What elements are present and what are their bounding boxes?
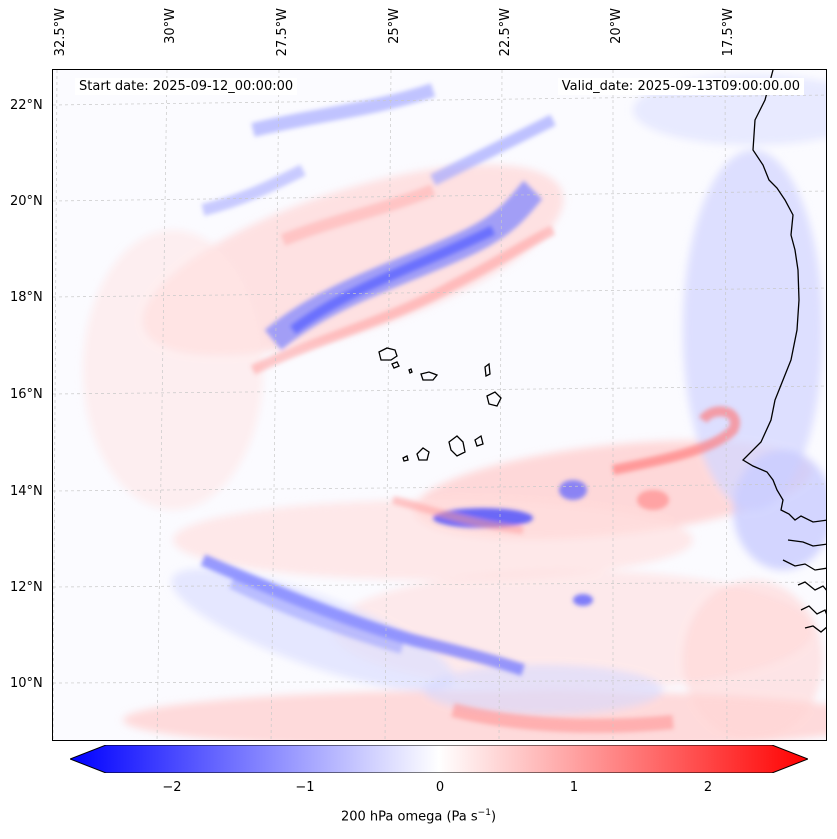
omega-field bbox=[53, 70, 826, 740]
colorbar-tick-0: 0 bbox=[435, 780, 445, 795]
lat-label-12n: 12°N bbox=[10, 580, 43, 595]
colorbar-tick-neg1: −1 bbox=[295, 780, 315, 795]
colorbar-label: 200 hPa omega (Pa s−1) bbox=[340, 808, 497, 825]
cape-verde-islands bbox=[378, 347, 502, 462]
start-date-label: Start date: 2025-09-12_00:00:00 bbox=[75, 78, 298, 95]
valid-date-label: Valid_date: 2025-09-13T09:00:00.00 bbox=[557, 78, 804, 95]
lat-label-14n: 14°N bbox=[10, 484, 43, 499]
graticule bbox=[53, 70, 826, 740]
lon-label-30w: 30°W bbox=[163, 8, 178, 44]
colorbar bbox=[68, 744, 810, 774]
lat-label-16n: 16°N bbox=[10, 387, 43, 402]
lat-label-22n: 22°N bbox=[10, 98, 43, 113]
omega-map: Start date: 2025-09-12_00:00:00 Valid_da… bbox=[52, 69, 827, 741]
omega-bands bbox=[200, 83, 740, 733]
lon-label-32-5w: 32.5°W bbox=[53, 8, 68, 57]
lon-label-20w: 20°W bbox=[609, 8, 624, 44]
lon-label-25w: 25°W bbox=[387, 8, 402, 44]
colorbar-tick-neg2: −2 bbox=[162, 780, 182, 795]
lon-label-17-5w: 17.5°W bbox=[721, 8, 736, 57]
lon-label-27-5w: 27.5°W bbox=[275, 8, 290, 57]
colorbar-tick-1: 1 bbox=[569, 780, 579, 795]
colorbar-tick-2: 2 bbox=[703, 780, 713, 795]
colorbar-gradient bbox=[68, 744, 810, 774]
lat-label-10n: 10°N bbox=[10, 676, 43, 691]
lon-label-22-5w: 22.5°W bbox=[498, 8, 513, 57]
lat-label-18n: 18°N bbox=[10, 290, 43, 305]
coastline bbox=[741, 70, 826, 633]
lat-label-20n: 20°N bbox=[10, 194, 43, 209]
